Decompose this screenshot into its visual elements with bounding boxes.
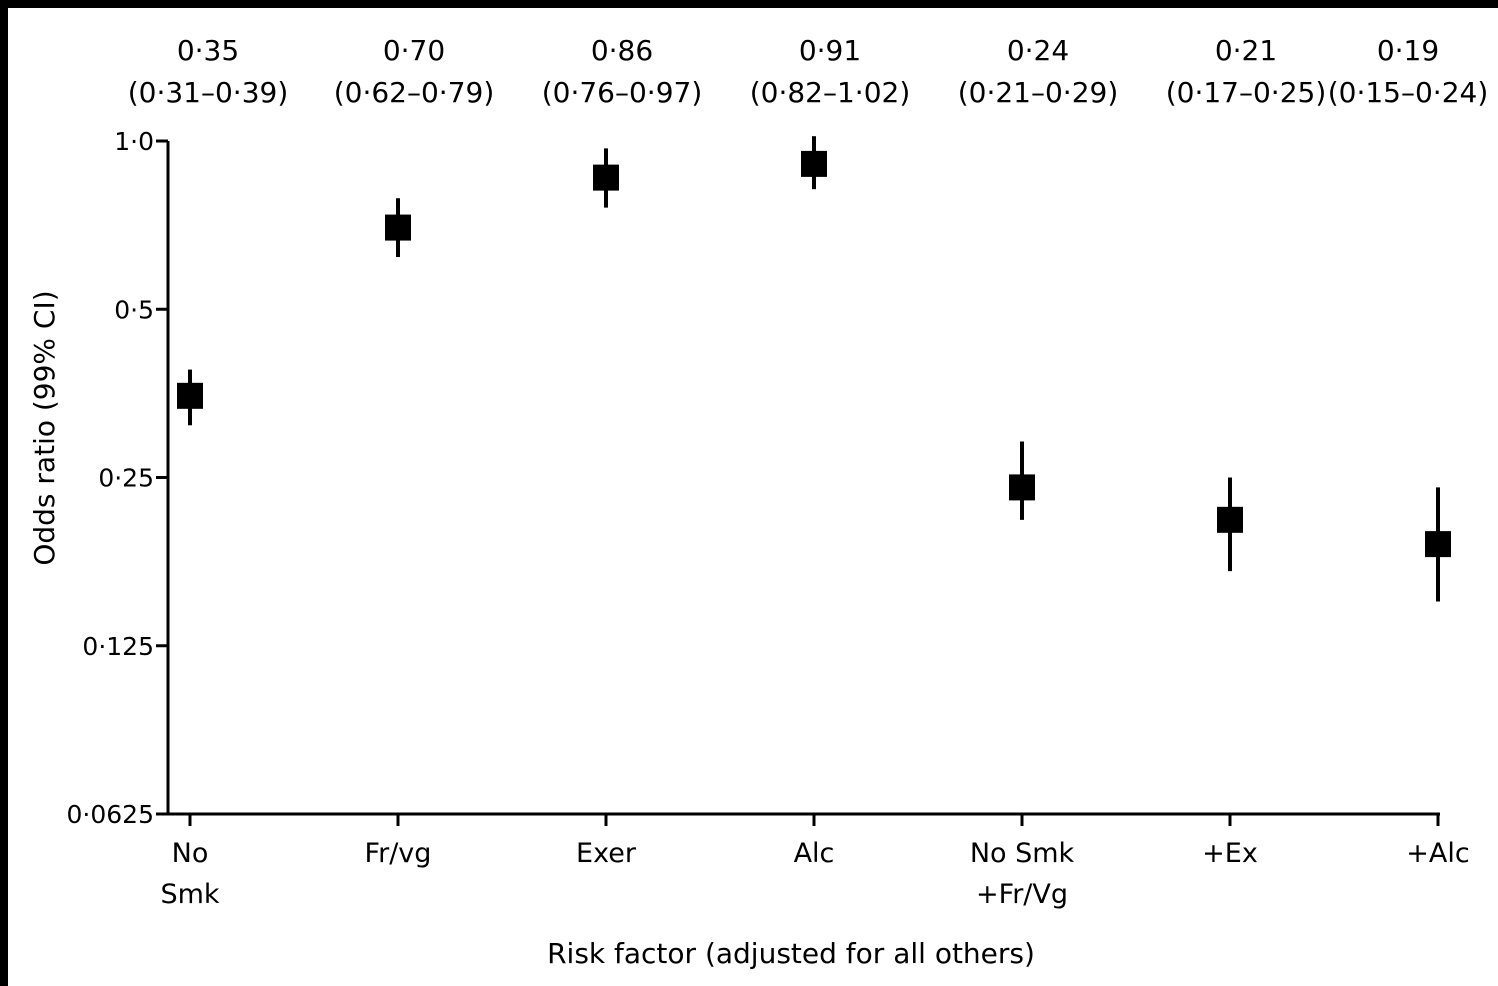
y-tick-label: 0·25 [98,464,154,493]
ci-range-label: (0·76–0·97) [542,76,703,109]
ci-range-label: (0·82–1·02) [750,76,911,109]
x-tick-label: +Alc [1406,838,1469,869]
ci-range-label: (0·62–0·79) [334,76,495,109]
estimate-value-label: 0·19 [1377,34,1439,67]
y-axis-title: Odds ratio (99% CI) [28,290,61,565]
x-tick-label: No [172,838,209,869]
x-tick-label: Fr/vg [365,838,432,869]
x-tick-label: +Fr/Vg [976,879,1068,910]
chart-frame: 0·35 (0·31–0·39) 0·70 (0·62–0·79) 0·86 (0·76–… [8,8,1498,986]
estimate-labels: 0·35 (0·31–0·39) 0·70 (0·62–0·79) 0·86 (0·76–… [128,34,1489,109]
y-tick-label: 0·5 [114,295,154,324]
estimate-value-label: 0·24 [1007,34,1069,67]
y-tick-label: 0·125 [82,632,154,661]
y-tick-label: 1·0 [114,127,154,156]
x-tick-label: No Smk [970,838,1075,869]
x-tick-label: Smk [160,879,219,910]
y-tick-label: 0·0625 [67,800,154,829]
point-estimate [177,382,203,409]
point-estimate [385,214,411,241]
data-marks [177,136,1451,602]
x-axis-title: Risk factor (adjusted for all others) [547,937,1035,970]
x-axis: No Smk Fr/vg Exer Alc No Smk +Fr/Vg +Ex +Alc [160,812,1470,910]
estimate-value-label: 0·91 [799,34,861,67]
y-axis: 1·0 0·5 0·25 0·125 0·0625 [67,127,170,829]
estimate-value-label: 0·35 [177,34,239,67]
point-estimate [801,150,827,177]
forest-plot: 0·35 (0·31–0·39) 0·70 (0·62–0·79) 0·86 (0·76–… [28,34,1489,970]
point-estimate [1009,474,1035,501]
estimate-value-label: 0·21 [1215,34,1277,67]
x-tick-label: +Ex [1202,838,1258,869]
point-estimate [1425,531,1451,558]
ci-range-label: (0·21–0·29) [958,76,1119,109]
ci-range-label: (0·31–0·39) [128,76,289,109]
point-estimate [593,164,619,191]
ci-range-label: (0·15–0·24) [1328,76,1489,109]
x-tick-label: Exer [576,838,637,869]
estimate-value-label: 0·86 [591,34,653,67]
point-estimate [1217,506,1243,533]
ci-range-label: (0·17–0·25) [1166,76,1327,109]
estimate-value-label: 0·70 [383,34,445,67]
x-tick-label: Alc [794,838,835,869]
